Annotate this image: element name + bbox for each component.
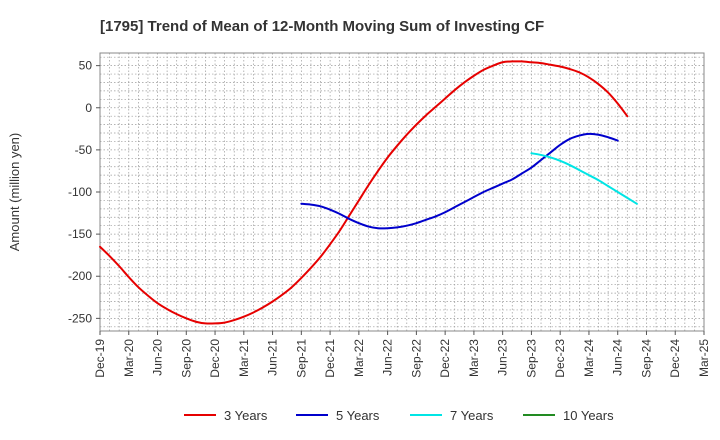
x-tick-label: Dec-23 [553,339,567,378]
x-axis-ticks: Dec-19 Mar-20 Jun-20 Sep-20 Dec-20 Mar-21 Jun-… [93,331,711,378]
y-axis-ticks: 50 0 -50 -100 -150 -200 -250 [68,59,100,325]
chart-title: [1795] Trend of Mean of 12-Month Moving … [100,18,544,35]
x-tick-label: Jun-21 [266,339,280,376]
y-tick-label: -50 [75,143,93,157]
x-tick-label: Sep-23 [524,339,538,378]
legend: 3 Years 5 Years 7 Years 10 Years [184,408,614,423]
series-line-2 [300,132,619,230]
grid [99,53,705,331]
legend-label: 10 Years [563,408,614,423]
x-tick-label: Mar-23 [467,339,481,377]
x-tick-label: Sep-24 [639,339,653,378]
legend-label: 5 Years [336,408,380,423]
x-tick-label: Jun-20 [151,339,165,376]
x-tick-label: Dec-21 [323,339,337,378]
x-tick-label: Mar-22 [352,339,366,377]
series-lines [99,60,638,325]
x-tick-label: Mar-21 [237,339,251,377]
legend-label: 3 Years [224,408,268,423]
x-tick-label: Dec-22 [438,339,452,378]
x-tick-label: Dec-20 [208,339,222,378]
y-tick-label: -150 [68,227,92,241]
series-line-1 [99,60,629,325]
x-tick-label: Sep-20 [179,339,193,378]
y-tick-label: -200 [68,269,92,283]
y-tick-label: -250 [68,311,92,325]
x-tick-label: Sep-21 [294,339,308,378]
y-axis-label: Amount (million yen) [7,133,22,252]
x-tick-label: Jun-22 [381,339,395,376]
x-tick-label: Jun-24 [611,339,625,376]
y-tick-label: 50 [79,59,93,73]
x-tick-label: Jun-23 [496,339,510,376]
x-tick-label: Mar-25 [697,339,711,377]
x-tick-label: Sep-22 [409,339,423,378]
x-tick-label: Dec-19 [93,339,107,378]
series-line-3 [530,152,638,205]
x-tick-label: Dec-24 [668,339,682,378]
legend-label: 7 Years [450,408,494,423]
y-tick-label: 0 [85,101,92,115]
y-tick-label: -100 [68,185,92,199]
x-tick-label: Mar-24 [582,339,596,377]
x-tick-label: Mar-20 [122,339,136,377]
